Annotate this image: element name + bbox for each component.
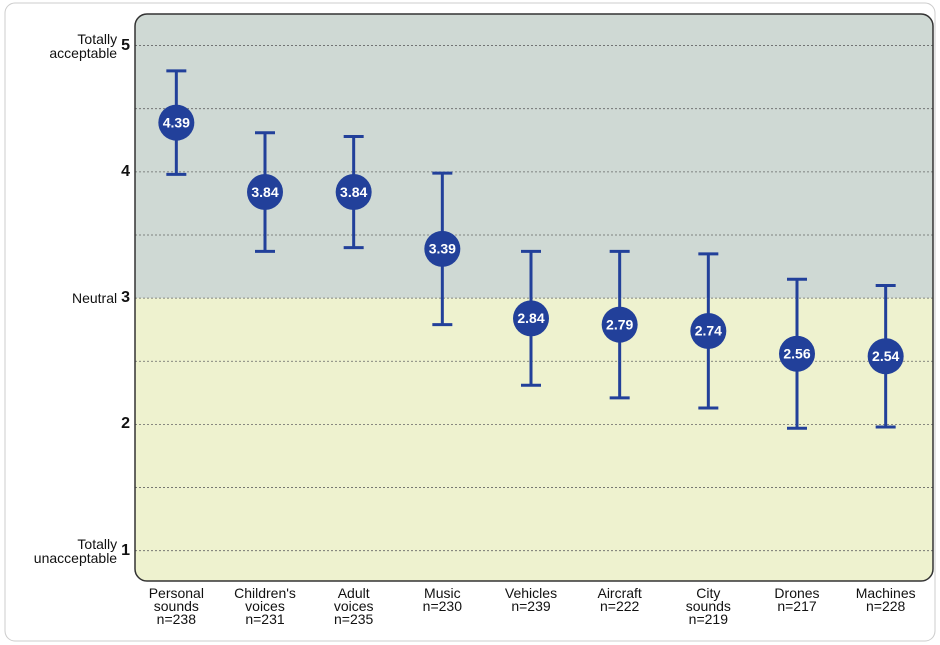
error-bar-group: 2.56	[779, 277, 815, 430]
y-tick: Totally unacceptable 1	[34, 537, 130, 565]
y-tick-description: Totally acceptable	[49, 30, 118, 61]
x-tick: Machines n=228	[855, 585, 916, 614]
y-tick: Totally acceptable 5	[49, 32, 130, 60]
x-tick-label: Adult voices	[333, 585, 374, 614]
sample-size: n=228	[865, 598, 906, 614]
x-tick: Children's voices n=231	[234, 585, 296, 627]
value-label: 3.84	[340, 184, 367, 200]
value-label: 2.54	[872, 348, 899, 364]
value-label: 2.84	[517, 310, 544, 326]
dot	[335, 174, 372, 211]
dot	[867, 338, 904, 375]
x-tick-label: Vehicles	[504, 585, 558, 601]
value-label: 2.56	[783, 345, 810, 361]
sample-size: n=217	[777, 598, 817, 614]
error-bar-group: 2.79	[601, 249, 638, 400]
y-tick: Neutral 3	[71, 289, 130, 307]
y-tick: 4	[121, 162, 130, 180]
y-tick-label: 2	[121, 415, 130, 433]
y-tick-description: Neutral	[71, 290, 118, 307]
y-tick-label: 4	[121, 162, 130, 180]
dot	[158, 104, 195, 141]
sample-size: n=230	[422, 598, 462, 614]
dot	[247, 174, 283, 211]
region-band	[135, 14, 933, 299]
error-bar-group: 2.74	[690, 252, 727, 410]
dot	[424, 230, 461, 267]
x-tick-label: Machines	[855, 585, 916, 601]
x-tick: Vehicles n=239	[504, 585, 558, 614]
x-tick: Personal sounds n=238	[148, 585, 204, 627]
region-band	[135, 298, 933, 581]
plot-frame	[134, 13, 934, 582]
error-bar-group: 2.84	[513, 249, 549, 387]
error-bar-group: 3.84	[335, 134, 372, 250]
x-tick: Music n=230	[422, 585, 462, 614]
x-tick: Drones n=217	[774, 585, 820, 614]
sample-size: n=239	[511, 598, 551, 614]
dot	[601, 306, 638, 343]
y-tick-label: 5	[121, 36, 130, 54]
plot-area	[135, 14, 933, 581]
value-label: 2.74	[695, 323, 722, 339]
y-tick-label: 3	[121, 289, 130, 307]
y-tick-label: 1	[121, 541, 130, 559]
dot	[779, 335, 815, 372]
x-tick-label: Drones	[774, 585, 820, 601]
dot	[513, 300, 549, 337]
error-bar-group: 3.39	[424, 171, 461, 327]
sample-size: n=222	[599, 598, 640, 614]
y-tick-description: Totally unacceptable	[33, 535, 118, 566]
x-tick-label: Personal sounds	[148, 585, 204, 614]
dot	[690, 312, 727, 349]
y-tick: 2	[121, 415, 130, 433]
error-bar-group: 2.54	[867, 284, 904, 429]
error-bar-group: 4.39	[158, 69, 195, 176]
error-bar-group: 3.84	[247, 131, 283, 253]
value-label: 2.79	[606, 316, 633, 332]
x-tick: Adult voices n=235	[333, 585, 374, 627]
x-tick-label: Children's voices	[234, 585, 296, 614]
x-tick-label: Music	[424, 585, 461, 601]
x-tick-label: Aircraft	[597, 585, 642, 601]
value-label: 3.39	[429, 241, 456, 257]
sample-size: n=238	[156, 611, 196, 627]
x-tick: City sounds n=219	[685, 585, 731, 627]
sample-size: n=235	[333, 611, 374, 627]
x-tick-label: City sounds	[685, 585, 731, 614]
sample-size: n=231	[245, 611, 285, 627]
value-label: 4.39	[163, 114, 190, 130]
x-tick: Aircraft n=222	[597, 585, 642, 614]
sample-size: n=219	[688, 611, 728, 627]
value-label: 3.84	[251, 184, 278, 200]
